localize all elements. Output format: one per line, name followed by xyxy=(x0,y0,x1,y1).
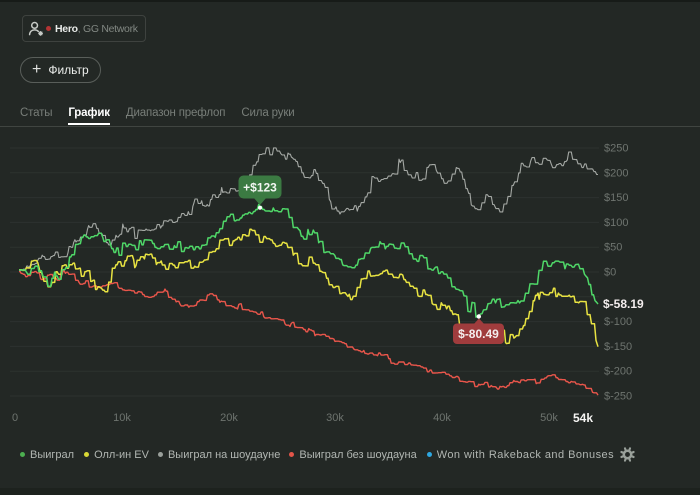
svg-text:$150: $150 xyxy=(604,192,628,204)
svg-text:50k: 50k xyxy=(540,412,558,424)
svg-text:$100: $100 xyxy=(604,217,628,229)
svg-text:$250: $250 xyxy=(604,143,628,155)
svg-text:$-150: $-150 xyxy=(604,341,632,353)
svg-text:$-80.49: $-80.49 xyxy=(458,327,499,341)
svg-text:20k: 20k xyxy=(220,412,238,424)
svg-text:$50: $50 xyxy=(604,242,622,254)
svg-text:+$123: +$123 xyxy=(243,181,277,195)
svg-text:$200: $200 xyxy=(604,167,628,179)
svg-text:$-100: $-100 xyxy=(604,316,632,328)
svg-text:54k: 54k xyxy=(573,411,593,425)
svg-text:$-250: $-250 xyxy=(604,391,632,403)
svg-text:40k: 40k xyxy=(433,412,451,424)
svg-text:0: 0 xyxy=(12,412,18,424)
svg-text:30k: 30k xyxy=(326,412,344,424)
svg-text:$-58.19: $-58.19 xyxy=(603,297,644,311)
svg-text:$0: $0 xyxy=(604,267,616,279)
svg-text:10k: 10k xyxy=(113,412,131,424)
svg-text:$-200: $-200 xyxy=(604,366,632,378)
